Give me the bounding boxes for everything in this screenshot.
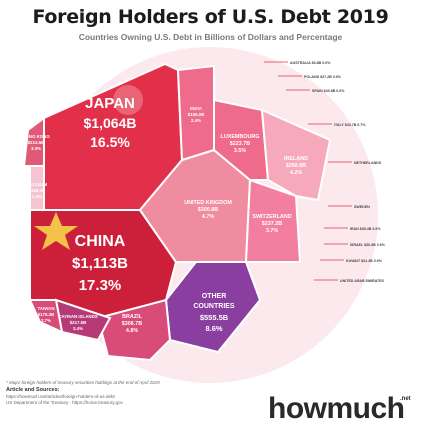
sources-heading: Article and Sources:	[6, 387, 60, 393]
region-taiwan	[28, 299, 64, 334]
label-luxembourg-country: LUXEMBOURG	[221, 134, 260, 140]
minor-label-9: UNITED ARAB EMIRATES	[340, 279, 385, 283]
label-taiwan-country: TAIWAN	[38, 306, 55, 311]
label-brazil-country: BRAZIL	[122, 314, 142, 320]
minor-label-0: AUSTRALIA $3.8B 0.6%	[290, 61, 331, 65]
label-belgium-value: $155.3B	[29, 188, 46, 193]
label-united-kingdom-value: $300.8B	[198, 207, 218, 213]
label-brazil-value: $306.7B	[122, 321, 142, 327]
page-title: Foreign Holders of U.S. Debt 2019	[32, 6, 389, 28]
label-ireland-value: $268.8B	[286, 163, 306, 169]
region-hong-kong	[22, 116, 45, 167]
minor-label-1: POLAND $37.2B 0.6%	[304, 75, 342, 79]
region-india	[176, 64, 215, 162]
label-other-value: $555.5B	[200, 313, 229, 322]
label-taiwan-value: $175.3B	[38, 312, 55, 317]
label-india-country: INDIA	[190, 106, 203, 111]
label-other-pct: 8.6%	[205, 324, 222, 333]
label-brazil-pct: 4.8%	[126, 328, 138, 334]
label-switzerland-value: $237.2B	[262, 221, 282, 227]
label-hong-kong-value: $213.5B	[28, 140, 45, 145]
china-star-icon	[34, 212, 78, 250]
label-japan-value: $1,064B	[84, 115, 137, 131]
label-united-kingdom-country: UNITED KINGDOM	[184, 200, 232, 206]
page-subtitle: Countries Owning U.S. Debt in Billions o…	[78, 32, 343, 42]
region-ireland	[260, 108, 332, 202]
label-china-country: CHINA	[75, 233, 126, 250]
minor-label-3: ITALY $43.7B 0.7%	[334, 123, 366, 127]
label-taiwan-pct: 2.7%	[41, 318, 51, 323]
label-united-kingdom-pct: 4.7%	[202, 214, 214, 220]
region-belgium	[29, 165, 45, 211]
minor-label-2: SPAIN $40.8B 0.6%	[312, 89, 345, 93]
label-china-pct: 17.3%	[79, 277, 122, 294]
label-cayman-islands-value: $217.5B	[70, 320, 87, 325]
label-china-value: $1,113B	[72, 255, 128, 272]
minor-label-8: KUWAIT $41.4B 0.6%	[346, 259, 383, 263]
label-belgium-pct: 2.4%	[32, 194, 42, 199]
label-switzerland-pct: 3.7%	[266, 228, 278, 234]
label-other-country-2: COUNTRIES	[193, 303, 235, 310]
japan-flag-mark	[113, 85, 143, 115]
region-switzerland	[244, 178, 302, 263]
minor-label-6: IRAN $35.4B 0.6%	[350, 227, 381, 231]
label-japan-pct: 16.5%	[90, 134, 130, 150]
label-luxembourg-pct: 3.5%	[234, 148, 246, 154]
label-ireland-pct: 4.2%	[290, 170, 302, 176]
label-switzerland-country: SWITZERLAND	[252, 214, 291, 220]
source-link-treasury[interactable]: US Department of the Treasury - https://…	[6, 400, 123, 405]
brand-tld: .net	[400, 396, 411, 402]
label-cayman-islands-pct: 3.4%	[73, 326, 83, 331]
label-ireland-country: IRELAND	[284, 156, 308, 162]
region-brazil	[96, 298, 172, 362]
source-link-article[interactable]: https://howmuch.net/articles/foreign-hol…	[6, 394, 115, 399]
minor-label-7: ISRAEL $36.3B 0.6%	[350, 243, 386, 247]
label-india-value: $155.0B	[188, 112, 205, 117]
label-japan-country: JAPAN	[85, 95, 135, 112]
label-other-country-1: OTHER	[202, 293, 227, 300]
label-cayman-islands-country: CAYMAN ISLANDS	[58, 314, 97, 319]
label-luxembourg-value: $223.7B	[230, 141, 250, 147]
minor-label-4: NETHERLANDS	[354, 161, 382, 165]
label-hong-kong-country: HONG KONG	[22, 134, 50, 139]
label-india-pct: 2.4%	[191, 118, 201, 123]
footnote: * Major foreign holders of treasury secu…	[6, 380, 160, 385]
label-hong-kong-pct: 3.3%	[31, 146, 41, 151]
minor-label-5: SWEDEN	[354, 205, 370, 209]
label-belgium-country: BELGIUM	[27, 182, 48, 187]
brand-logo: howmuch	[268, 392, 405, 425]
